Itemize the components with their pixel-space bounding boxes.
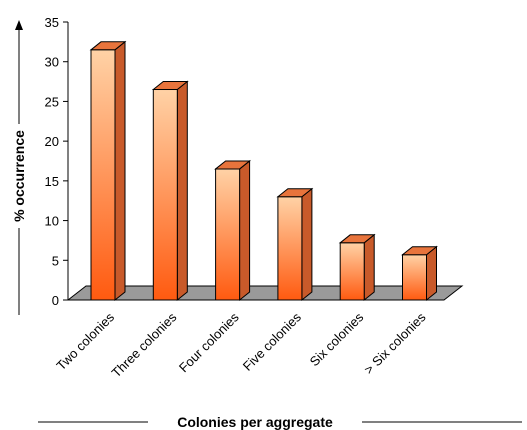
- bar-front-face: [152, 89, 178, 301]
- bar-top-face: [89, 41, 127, 51]
- bar-front-face: [277, 196, 303, 301]
- y-axis-title: % occurrence: [11, 130, 27, 222]
- bar-side-face: [239, 159, 251, 302]
- bar-front-face: [90, 49, 116, 301]
- y-tick-label: 35: [45, 15, 59, 30]
- x-category-label: Three colonies: [109, 309, 180, 380]
- x-category-label: Two colonies: [53, 309, 117, 373]
- bar-top-face: [338, 234, 376, 244]
- y-tick-label: 15: [45, 174, 59, 189]
- y-tick-label: 0: [52, 293, 59, 308]
- bar: [89, 40, 127, 302]
- bar-top-face: [151, 81, 189, 91]
- y-tick-label: 5: [52, 253, 59, 268]
- x-category-label: Four colonies: [176, 309, 242, 375]
- y-axis-title-arrow-head: [15, 20, 23, 30]
- y-tick-label: 10: [45, 214, 59, 229]
- x-category-label: > Six colonies: [361, 309, 429, 377]
- bar: [214, 159, 252, 302]
- x-category-label: Five colonies: [240, 309, 305, 374]
- bar: [151, 80, 189, 302]
- bar-side-face: [363, 233, 375, 302]
- bar-top-face: [401, 246, 438, 256]
- bar-top-face: [214, 160, 252, 170]
- y-tick-label: 30: [45, 55, 59, 70]
- bar-side-face: [426, 245, 437, 302]
- bar-top-face: [276, 188, 314, 198]
- y-tick-label: 20: [45, 134, 59, 149]
- bar-front-face: [215, 168, 241, 301]
- bar-side-face: [176, 80, 188, 302]
- bars: [89, 40, 438, 302]
- x-axis-title: Colonies per aggregate: [177, 414, 333, 430]
- y-tick-label: 25: [45, 94, 59, 109]
- y-axis: 0 5 10 15 20 25 30 35: [45, 15, 69, 308]
- bar-side-face: [301, 187, 313, 302]
- bar: [338, 233, 376, 302]
- bar-front-face: [402, 254, 427, 301]
- x-category-label: Six colonies: [307, 309, 367, 369]
- bar-side-face: [114, 40, 126, 302]
- bar: [276, 187, 314, 302]
- bar: [401, 245, 438, 302]
- bar-front-face: [339, 242, 365, 301]
